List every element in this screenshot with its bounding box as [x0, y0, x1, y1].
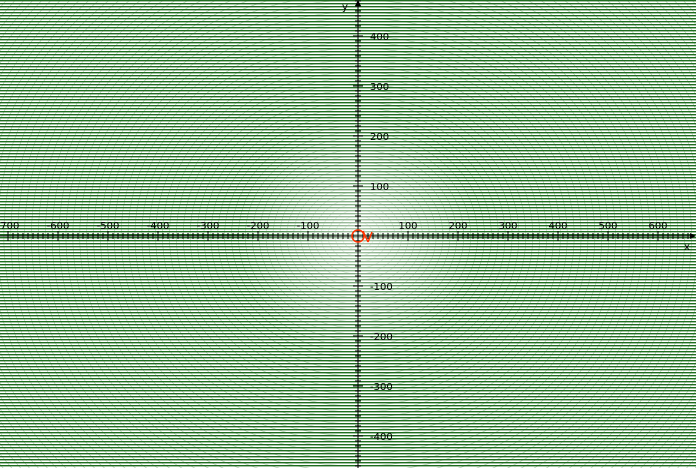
x-tick-label: -300 — [197, 221, 220, 232]
x-tick-label: 100 — [398, 221, 417, 232]
x-tick-label: 600 — [648, 221, 667, 232]
y-tick-label: -300 — [370, 382, 393, 393]
x-tick-label: -700 — [0, 221, 19, 232]
y-tick-labels: 400 300 200 100 -100 -200 -300 -400 — [370, 32, 393, 443]
y-tick-label: 200 — [370, 132, 389, 143]
x-tick-label: 200 — [448, 221, 467, 232]
x-tick-label: -500 — [97, 221, 120, 232]
x-tick-label: 400 — [548, 221, 567, 232]
x-tick-label: 300 — [498, 221, 517, 232]
y-tick-label: 100 — [370, 182, 389, 193]
y-tick-label: 300 — [370, 82, 389, 93]
y-axis-arrow — [355, 0, 361, 6]
origin-marker-icon[interactable] — [351, 229, 373, 243]
x-tick-label: -200 — [247, 221, 270, 232]
x-tick-label: -600 — [47, 221, 70, 232]
x-tick-label: -100 — [297, 221, 320, 232]
y-axis-label: y — [342, 2, 348, 13]
x-tick-labels: -700 -600 -500 -400 -300 -200 -100 100 200 300 400… — [0, 221, 668, 232]
y-minor-ticks — [353, 0, 363, 472]
y-tick-label: -400 — [370, 432, 393, 443]
x-axis-label: x — [684, 242, 690, 253]
x-tick-label: -400 — [147, 221, 170, 232]
y-tick-label: 400 — [370, 32, 389, 43]
x-tick-label: 500 — [598, 221, 617, 232]
y-tick-label: -200 — [370, 332, 393, 343]
y-tick-label: -100 — [370, 282, 393, 293]
x-axis-arrow — [690, 233, 696, 239]
